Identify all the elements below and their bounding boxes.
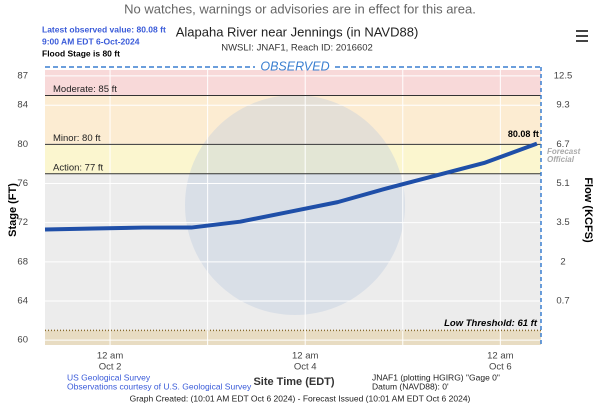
low-threshold-label: Low Threshold: 61 ft (444, 318, 538, 329)
y2-axis-title: Flow (KCFS) (582, 177, 594, 243)
y-tick-label: 76 (17, 178, 28, 189)
x-tick-label: Oct 4 (294, 362, 317, 373)
low-threshold-band (45, 330, 541, 345)
threshold-label: Moderate: 85 ft (53, 84, 117, 95)
y2-tick-label: 9.3 (556, 100, 569, 111)
menu-icon[interactable] (576, 30, 588, 42)
source-note[interactable]: Observations courtesy of U.S. Geological… (67, 381, 252, 391)
y-tick-label: 87 (17, 70, 28, 81)
created-note: Graph Created: (10:01 AM EDT Oct 6 2024)… (130, 393, 471, 403)
plot: Low Threshold: 61 ft 60 64 68 72 76 80 84 87 12.5… (17, 59, 580, 372)
latest-value: Latest observed value: 80.08 ft (42, 24, 166, 34)
chart-title: Alapaha River near Jennings (in NAVD88) (176, 24, 419, 39)
threshold-label: Action: 77 ft (53, 162, 104, 173)
y2-tick-label: 12.5 (554, 70, 573, 81)
section-label: OBSERVED (260, 59, 329, 73)
y-tick-label: 72 (17, 217, 28, 228)
y2-tick-label: 3.5 (556, 217, 569, 228)
y2-tick-label: 2 (560, 256, 565, 267)
x-axis-title: Site Time (EDT) (253, 376, 334, 388)
threshold-label: Minor: 80 ft (53, 133, 101, 144)
y-tick-label: 68 (17, 256, 28, 267)
y-tick-label: 84 (17, 100, 28, 111)
x-tick-label: 12 am (487, 351, 513, 362)
menu-bar (576, 40, 588, 42)
series-line (44, 141, 538, 232)
y2-tick-label: 5.1 (556, 178, 569, 189)
chart-subtitle: NWSLI: JNAF1, Reach ID: 2016602 (221, 43, 373, 54)
banner: No watches, warnings or advisories are i… (124, 1, 476, 16)
threshold-band (45, 70, 541, 96)
threshold-band (45, 95, 541, 145)
x-tick-label: Oct 2 (99, 362, 122, 373)
y-axis-title: Stage (FT) (7, 183, 19, 237)
x-tick-label: Oct 6 (489, 362, 512, 373)
noaa-watermark (185, 95, 405, 315)
y2-tick-label: 6.7 (556, 139, 569, 150)
watermark-text: Forecast (547, 147, 581, 156)
y-tick-label: 64 (17, 295, 28, 306)
flood-stage: Flood Stage is 80 ft (42, 48, 120, 58)
source[interactable]: US Geological Survey (67, 372, 151, 382)
gage-info: JNAF1 (plotting HGIRG) "Gage 0" (372, 372, 500, 382)
x-tick-label: 12 am (97, 351, 123, 362)
menu-bar (576, 35, 588, 37)
menu-bar (576, 30, 588, 32)
x-tick-label: 12 am (292, 351, 318, 362)
datum-info: Datum (NAVD88): 0' (372, 381, 449, 391)
latest-time: 9:00 AM EDT 6-Oct-2024 (42, 36, 140, 46)
y2-tick-label: 0.7 (556, 295, 569, 306)
y-tick-label: 80 (17, 139, 28, 150)
value-label: 80.08 ft (508, 129, 539, 139)
y-tick-label: 60 (17, 335, 28, 346)
watermark-text: Official (547, 155, 575, 164)
